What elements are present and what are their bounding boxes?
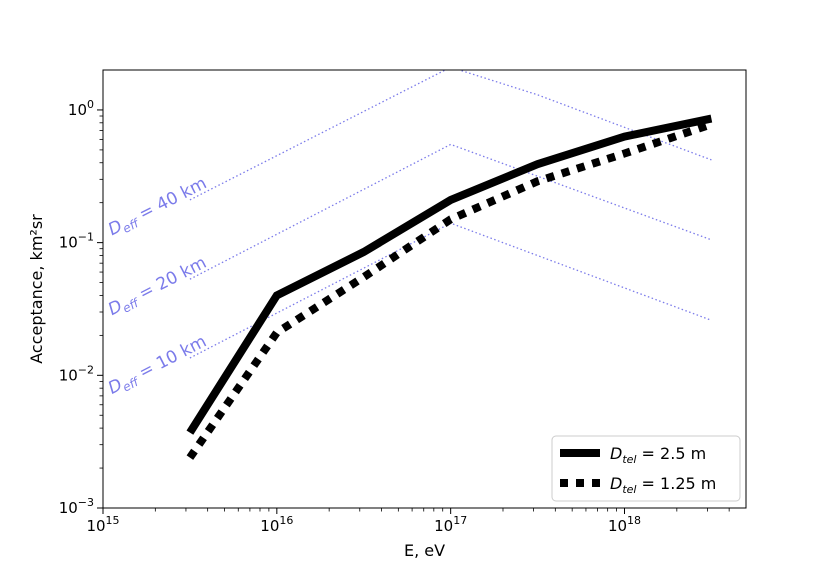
legend-label-series-1: Dtel = 2.5 m [610,444,706,466]
x-tick-label: 1016 [260,514,293,535]
reference-line-1 [189,70,712,201]
plot-area [103,70,746,508]
series-line-2 [186,120,713,460]
x-tick-label: 1017 [434,514,467,535]
y-axis-label: Acceptance, km²sr [27,214,46,364]
x-axis-label: E, eV [404,541,445,560]
y-tick-label: 100 [68,98,94,119]
series-line-1 [186,114,713,435]
data-series [186,114,713,460]
y-tick-label: 10−3 [59,496,94,517]
legend: Dtel = 2.5 m Dtel = 1.25 m [551,435,741,502]
y-tick-label: 10−1 [59,231,94,252]
x-tick-label: 1015 [86,514,119,535]
x-tick-label: 1018 [608,514,641,535]
reference-lines [189,70,712,359]
legend-label-series-2: Dtel = 1.25 m [610,474,716,496]
y-tick-label: 10−2 [59,363,94,384]
y-axis-ticks: 10−3 10−2 10−1 100 [59,98,103,517]
x-axis-ticks: 1015 1016 1017 1018 [86,508,730,535]
plot-frame [102,69,747,509]
